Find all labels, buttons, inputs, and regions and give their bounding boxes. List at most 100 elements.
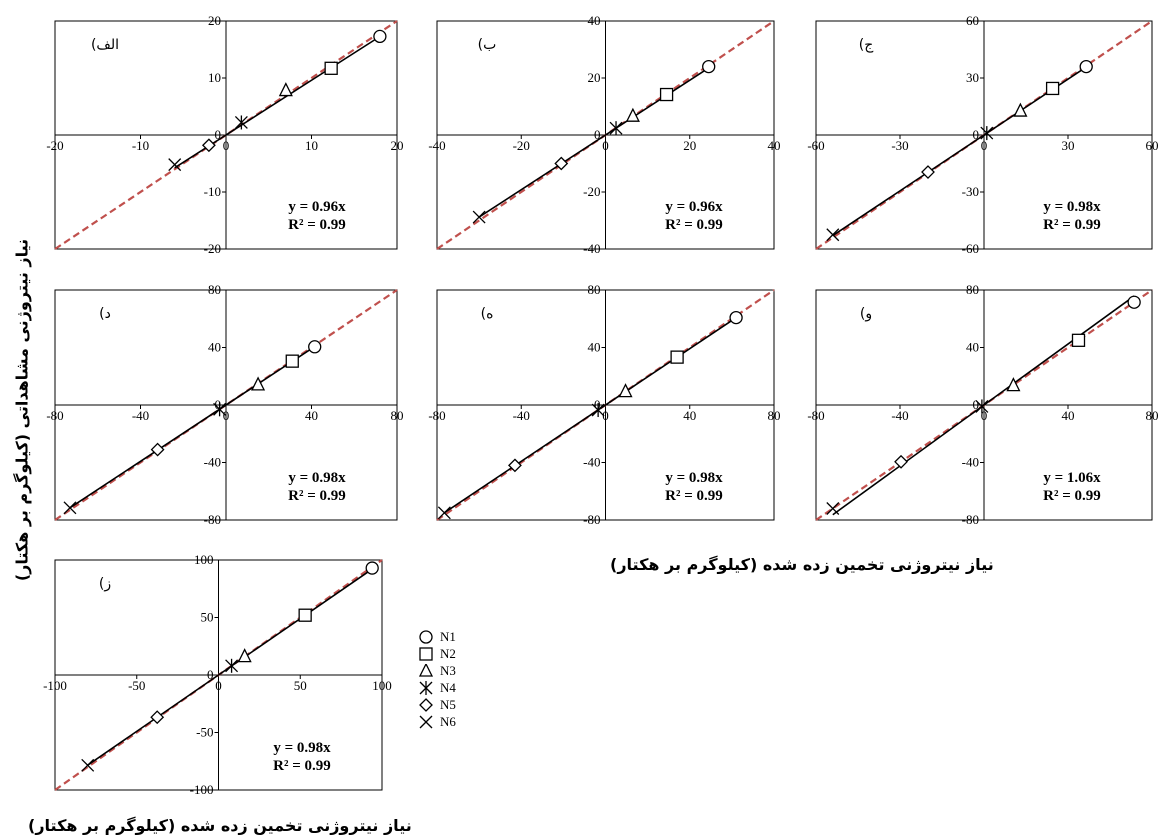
data-point-n5 [554,156,569,171]
y-tick-label: -60 [962,241,979,256]
data-point-n6 [472,210,486,224]
y-tick-label: -20 [583,184,600,199]
x-tick-label: 50 [294,678,307,693]
data-point-n3 [237,648,252,663]
data-point-n2 [670,350,684,364]
data-point-n3 [618,383,633,398]
data-point-n2 [298,608,312,622]
r-squared: R² = 0.99 [273,758,331,774]
data-point-n5 [508,458,522,473]
data-point-n3 [1006,377,1021,392]
x-tick-label: -10 [132,138,149,153]
legend-item-n5: N5 [418,696,456,713]
data-point-n1 [373,29,387,44]
data-point-n2 [1071,333,1086,347]
data-point-n4 [975,399,989,414]
y-tick-label: 0 [215,397,222,412]
y-tick-label: 40 [966,340,979,355]
data-point-n4 [213,402,227,417]
y-tick-label: 40 [208,340,221,355]
x-tick-label: -40 [428,138,445,153]
y-axis-label: نیاز نیتروژنی مشاهداتی (کیلوگرم بر هکتار… [12,238,32,582]
legend-item-n2: N2 [418,645,456,662]
one-to-one-line [54,20,398,250]
regression-equation: y = 0.98x [1043,199,1101,215]
data-point-n6 [81,758,95,772]
data-point-n4 [609,121,623,136]
data-point-n2 [659,87,674,102]
data-point-n1 [365,561,379,575]
y-tick-label: -40 [962,455,979,470]
data-point-n6 [826,502,840,515]
data-point-n6 [63,501,77,515]
y-tick-label: 100 [194,552,214,567]
x-tick-label: 0 [981,408,988,423]
y-tick-label: 0 [973,127,980,142]
panel-label: (و [860,306,872,322]
y-tick-label: -40 [583,241,600,256]
x-tick-label: 0 [602,138,609,153]
legend-item-n3: N3 [418,662,456,679]
legend-label: N6 [440,713,456,729]
y-tick-label: -80 [204,512,221,527]
x-tick-label: 100 [372,678,392,693]
r-squared: R² = 0.99 [665,488,723,504]
panel-label: (ب [478,37,497,53]
x-tick-label: -40 [132,408,149,423]
x-axis-label-right: نیاز نیتروژنی تخمین زده شده (کیلوگرم بر … [610,555,994,574]
legend-item-n1: N1 [418,628,456,645]
x-tick-label: 20 [683,138,696,153]
diamond-marker-icon [419,697,433,712]
panel-label: (الف [91,37,119,53]
x-tick-label: 0 [602,408,609,423]
triangle-marker-icon [418,663,434,677]
data-point-n1 [729,310,743,325]
x-tick-label: -80 [807,408,824,423]
r-squared: R² = 0.99 [288,217,346,233]
x-tick-label: 0 [981,138,988,153]
y-tick-label: -80 [962,512,979,527]
asterisk-marker-icon [419,680,433,695]
x-tick-label: 40 [683,408,696,423]
chart-panel-7: -100 -100 -50 -50 00 50 50 100 100 (ز y = 0.98x R² … [43,552,392,797]
chart-panel-5: -80 -80 -40 -40 00 40 40 80 80 (ه y = 0.98x R² = 0.… [428,282,780,527]
regression-equation: y = 0.96x [288,199,346,215]
x-tick-label: -20 [46,138,63,153]
y-tick-label: 20 [208,13,221,28]
regression-equation: y = 0.98x [288,470,346,486]
data-point-n5 [201,138,216,153]
regression-equation: y = 0.96x [665,199,723,215]
y-tick-label: -30 [962,184,979,199]
x-tick-label: -60 [807,138,824,153]
y-tick-label: -20 [204,241,221,256]
y-tick-label: -80 [583,512,600,527]
x-tick-label: 80 [391,408,404,423]
legend: N1 N2 N3 N4 N5 N6 [418,628,456,730]
data-point-n5 [150,710,165,725]
x-tick-label: 40 [1062,408,1075,423]
cross-marker-icon [419,715,433,728]
y-tick-label: 50 [201,610,214,625]
x-tick-label: -20 [513,138,530,153]
panel-label: (ج [859,37,874,53]
regression-equation: y = 0.98x [665,470,723,486]
x-tick-label: 0 [215,678,222,693]
x-tick-label: 80 [768,408,781,423]
data-point-n3 [625,107,640,122]
data-point-n2 [1045,81,1060,96]
r-squared: R² = 0.99 [1043,217,1101,233]
y-tick-label: 60 [966,13,979,28]
chart-panel-2: -40 -40 -20 -20 00 20 20 40 40 (ب y = 0.96x R² = 0.… [428,13,780,256]
legend-label: N5 [440,696,456,712]
data-point-n6 [168,158,182,172]
x-tick-label: 0 [223,138,230,153]
square-marker-icon [419,646,433,661]
y-tick-label: 0 [207,667,214,682]
data-point-n5 [150,442,165,457]
legend-item-n4: N4 [418,679,456,696]
x-tick-label: -80 [428,408,445,423]
x-tick-label: 30 [1062,138,1075,153]
x-tick-label: 60 [1146,138,1158,153]
r-squared: R² = 0.99 [1043,488,1101,504]
